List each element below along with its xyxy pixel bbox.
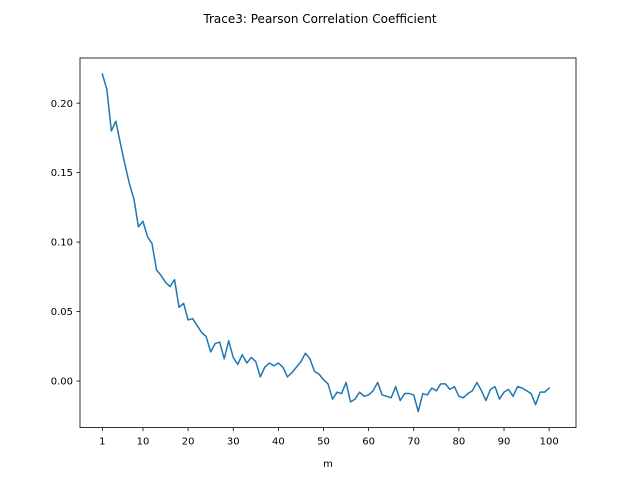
y-tick-label: 0.15 bbox=[51, 168, 73, 179]
x-tick-label: 20 bbox=[182, 437, 195, 448]
x-tick-label: 80 bbox=[453, 437, 466, 448]
y-tick-label: 0.10 bbox=[51, 238, 73, 249]
y-tick-label: 0.20 bbox=[51, 99, 73, 110]
y-tick-label: 0.05 bbox=[51, 307, 73, 318]
plot-area bbox=[80, 58, 576, 428]
series-line bbox=[101, 73, 551, 413]
chart-title: Trace3: Pearson Correlation Coefficient bbox=[202, 12, 436, 26]
y-axis-ticks: 0.00 0.05 0.10 0.15 0.20 bbox=[51, 99, 80, 388]
x-axis-ticks: 1 10 20 30 40 50 60 70 80 90 100 bbox=[99, 427, 559, 448]
x-tick-label: 40 bbox=[272, 437, 285, 448]
x-tick-label: 70 bbox=[407, 437, 420, 448]
x-tick-label: 1 bbox=[99, 437, 105, 448]
x-tick-label: 30 bbox=[227, 437, 240, 448]
x-tick-label: 60 bbox=[362, 437, 375, 448]
plot-frame bbox=[79, 57, 577, 429]
y-tick-label: 0.00 bbox=[51, 377, 73, 388]
x-tick-label: 50 bbox=[317, 437, 330, 448]
x-tick-label: 90 bbox=[498, 437, 511, 448]
x-tick-label: 100 bbox=[540, 437, 559, 448]
x-tick-label: 10 bbox=[137, 437, 150, 448]
x-axis-label: m bbox=[323, 459, 333, 470]
